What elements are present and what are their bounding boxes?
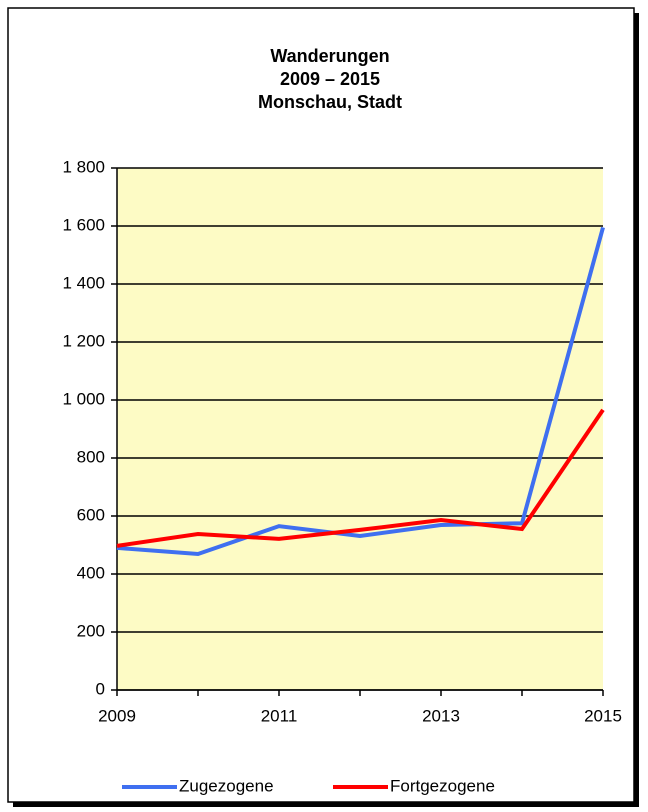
y-tick-label: 1 600	[62, 215, 105, 234]
x-tick-label: 2013	[422, 706, 460, 725]
y-tick-label: 400	[77, 563, 105, 582]
y-tick-label: 600	[77, 505, 105, 524]
chart-title: Monschau, Stadt	[258, 92, 402, 112]
legend-label: Zugezogene	[179, 776, 274, 795]
series-line	[116, 408, 605, 548]
y-tick-label: 200	[77, 621, 105, 640]
legend-label: Fortgezogene	[390, 776, 495, 795]
x-tick-label: 2015	[584, 706, 622, 725]
y-tick-label: 1 200	[62, 331, 105, 350]
y-tick-label: 1 800	[62, 157, 105, 176]
y-tick-label: 1 000	[62, 389, 105, 408]
y-tick-label: 0	[96, 679, 105, 698]
chart-title: 2009 – 2015	[280, 69, 380, 89]
plot-area	[117, 168, 603, 690]
chart-title: Wanderungen	[270, 46, 389, 66]
x-tick-label: 2011	[261, 706, 298, 725]
y-tick-label: 1 400	[62, 273, 105, 292]
y-tick-label: 800	[77, 447, 105, 466]
x-tick-label: 2009	[98, 706, 136, 725]
series-line	[116, 226, 605, 557]
